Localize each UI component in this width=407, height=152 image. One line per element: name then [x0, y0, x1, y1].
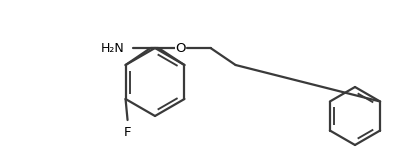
Text: H₂N: H₂N — [101, 41, 125, 55]
Text: O: O — [175, 41, 186, 55]
Text: F: F — [124, 126, 131, 139]
